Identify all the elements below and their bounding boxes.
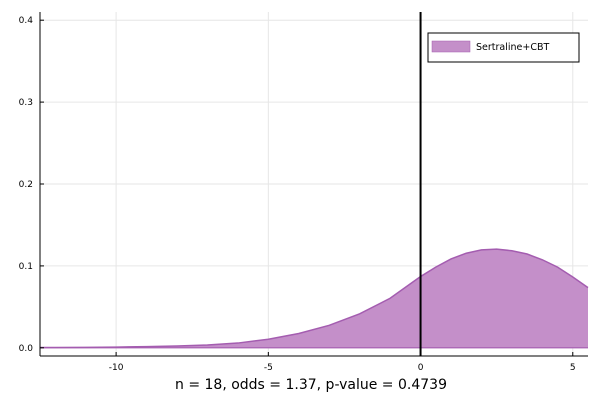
x-tick-label: 0: [418, 363, 424, 373]
y-tick-label: 0.3: [19, 98, 33, 108]
x-axis-label: n = 18, odds = 1.37, p-value = 0.4739: [175, 377, 447, 393]
series-area-layer: [40, 248, 589, 349]
x-tick-label: -10: [109, 363, 124, 373]
y-tick-label: 0.0: [19, 344, 34, 354]
series-area-0: [40, 249, 588, 348]
legend-label-0: Sertraline+CBT: [476, 42, 549, 53]
axes: [39, 12, 588, 357]
y-tick-label: 0.2: [19, 180, 33, 190]
y-tick-label: 0.4: [19, 16, 34, 26]
x-tick-label: 5: [570, 363, 576, 373]
tick-labels: -10 -5 0 5 0.0 0.1 0.2 0.3 0.4: [19, 16, 576, 373]
x-tick-label: -5: [264, 363, 273, 373]
legend: Sertraline+CBT: [427, 32, 580, 63]
series-line-0: [40, 248, 589, 349]
legend-swatch-0: [431, 40, 471, 53]
y-tick-label: 0.1: [19, 262, 33, 272]
